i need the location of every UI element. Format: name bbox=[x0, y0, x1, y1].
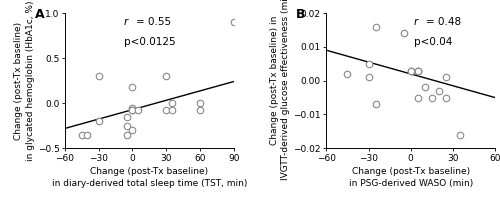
Point bbox=[414, 69, 422, 72]
Point bbox=[128, 85, 136, 89]
Point bbox=[400, 32, 407, 35]
Point bbox=[123, 133, 131, 136]
Point bbox=[420, 86, 428, 89]
Point bbox=[162, 74, 170, 78]
Point bbox=[123, 115, 131, 118]
Text: r: r bbox=[124, 17, 128, 27]
Point bbox=[406, 69, 414, 72]
Point bbox=[364, 62, 372, 65]
Text: p<0.04: p<0.04 bbox=[414, 37, 453, 47]
X-axis label: Change (post-Tx baseline)
in PSG-derived WASO (min): Change (post-Tx baseline) in PSG-derived… bbox=[348, 167, 473, 188]
Text: r: r bbox=[414, 17, 418, 27]
Point bbox=[78, 133, 86, 136]
Point bbox=[128, 106, 136, 109]
Point bbox=[414, 69, 422, 72]
X-axis label: Change (post-Tx baseline)
in diary-derived total sleep time (TST, min): Change (post-Tx baseline) in diary-deriv… bbox=[52, 167, 247, 188]
Point bbox=[414, 96, 422, 99]
Point bbox=[196, 109, 204, 112]
Point bbox=[128, 109, 136, 112]
Text: B: B bbox=[296, 8, 306, 21]
Y-axis label: Change (post-Tx baseline)
in glycated hemoglobin (HbA1c, %): Change (post-Tx baseline) in glycated he… bbox=[14, 0, 35, 161]
Point bbox=[134, 109, 142, 112]
Point bbox=[372, 25, 380, 28]
Text: = 0.48: = 0.48 bbox=[426, 17, 461, 27]
Point bbox=[372, 102, 380, 106]
Text: A: A bbox=[34, 8, 44, 21]
Point bbox=[123, 124, 131, 128]
Point bbox=[456, 133, 464, 136]
Point bbox=[128, 128, 136, 132]
Text: = 0.55: = 0.55 bbox=[136, 17, 171, 27]
Point bbox=[414, 69, 422, 72]
Point bbox=[162, 109, 170, 112]
Point bbox=[84, 133, 92, 136]
Point bbox=[230, 20, 237, 24]
Y-axis label: Change (post-Tx baseline) in
IVGTT-derived glucose effectiveness (min⁻¹): Change (post-Tx baseline) in IVGTT-deriv… bbox=[270, 0, 290, 181]
Point bbox=[94, 119, 102, 123]
Point bbox=[442, 76, 450, 79]
Point bbox=[428, 96, 436, 99]
Point bbox=[168, 109, 176, 112]
Point bbox=[435, 89, 443, 92]
Point bbox=[442, 96, 450, 99]
Point bbox=[406, 69, 414, 72]
Point bbox=[128, 109, 136, 112]
Point bbox=[94, 74, 102, 78]
Point bbox=[344, 72, 351, 76]
Text: p<0.0125: p<0.0125 bbox=[124, 37, 176, 47]
Point bbox=[364, 76, 372, 79]
Point bbox=[196, 101, 204, 105]
Point bbox=[168, 101, 176, 105]
